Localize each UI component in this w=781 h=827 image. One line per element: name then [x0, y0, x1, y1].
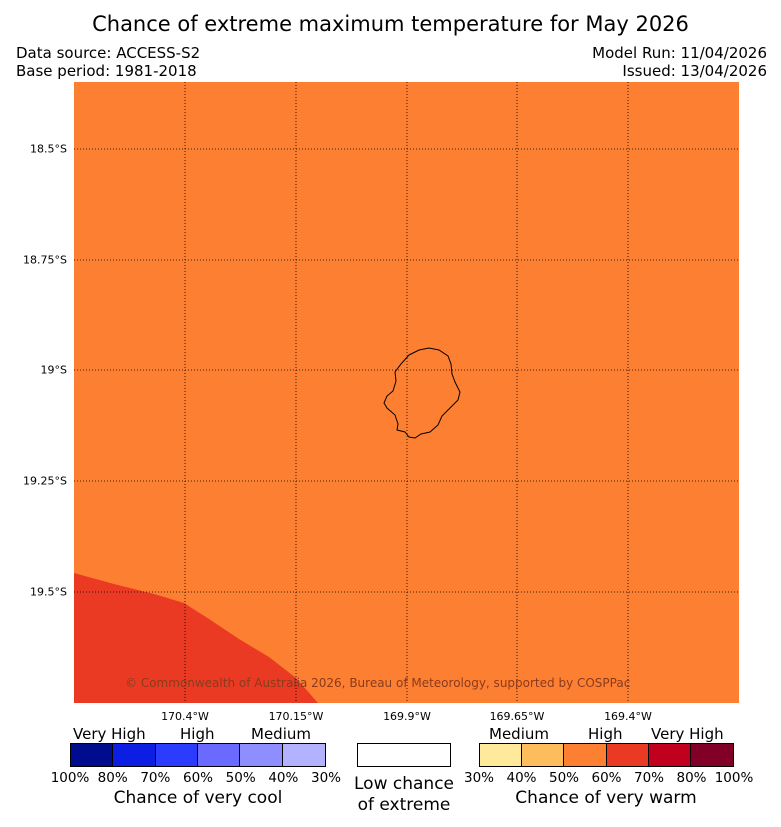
- lon-label-170.15W: 170.15°W: [268, 710, 324, 723]
- lon-label-169.9W: 169.9°W: [383, 710, 431, 723]
- cool-percent-label: 80%: [97, 770, 128, 786]
- cool-percent-label: 50%: [225, 770, 256, 786]
- extreme-region-60-70: [74, 573, 318, 703]
- map: © Commonwealth of Australia 2026, Bureau…: [74, 82, 739, 703]
- warm-category-high: High: [588, 725, 623, 743]
- neutral-legend-label: Low chance of extreme: [354, 774, 454, 816]
- cool-swatch-5: [282, 744, 325, 766]
- warm-category-very-high: Very High: [651, 725, 724, 743]
- meta-right: Model Run: 11/04/2026 Issued: 13/04/2026: [592, 44, 767, 80]
- warm-percent-label: 80%: [676, 770, 707, 786]
- cool-swatch-2: [155, 744, 198, 766]
- warm-percent-label: 50%: [548, 770, 580, 786]
- cool-swatch-3: [197, 744, 241, 766]
- copyright-text: © Commonwealth of Australia 2026, Bureau…: [125, 676, 630, 690]
- warm-percent-label: 60%: [591, 770, 622, 786]
- lon-label-169.4W: 169.4°W: [604, 710, 652, 723]
- lat-label-18.75S: 18.75°S: [23, 253, 67, 267]
- warm-swatch-4: [648, 744, 691, 766]
- warm-legend-bar: [479, 743, 734, 767]
- map-background: [74, 82, 739, 703]
- warm-percent-label: 30%: [463, 770, 495, 786]
- warm-swatch-3: [606, 744, 649, 766]
- neutral-label-line2: of extreme: [357, 795, 451, 815]
- base-period: Base period: 1981-2018: [16, 62, 197, 80]
- warm-swatch-1: [522, 744, 565, 766]
- warm-swatch-0: [480, 744, 523, 766]
- island-coastline: [383, 347, 461, 439]
- warm-swatch-5: [690, 744, 734, 766]
- neutral-label-line1: Low chance: [354, 774, 454, 794]
- cool-percent-label: 70%: [140, 770, 171, 786]
- chart-title: Chance of extreme maximum temperature fo…: [92, 12, 689, 36]
- cool-swatch-4: [240, 744, 283, 766]
- cool-legend-bar: [70, 743, 326, 767]
- lat-label-18.5S: 18.5°S: [30, 142, 67, 156]
- warm-category-medium: Medium: [489, 725, 549, 743]
- warm-percent-label: 40%: [506, 770, 537, 786]
- lon-label-169.65W: 169.65°W: [489, 710, 545, 723]
- model-run: Model Run: 11/04/2026: [592, 44, 767, 62]
- meta-left: Data source: ACCESS-S2 Base period: 1981…: [16, 44, 200, 80]
- neutral-legend-box: [357, 743, 451, 767]
- cool-swatch-0: [71, 744, 114, 766]
- issued-date: Issued: 13/04/2026: [622, 62, 767, 80]
- warm-swatch-2: [564, 744, 607, 766]
- cool-percent-label: 60%: [182, 770, 214, 786]
- cool-percent-label: 30%: [310, 770, 342, 786]
- cool-percent-label: 100%: [50, 770, 90, 786]
- lat-label-19.5S: 19.5°S: [30, 585, 67, 599]
- cool-legend-title: Chance of very cool: [113, 788, 283, 808]
- cool-category-high: High: [180, 725, 215, 743]
- warm-percent-label: 100%: [714, 770, 754, 786]
- lon-label-170.4W: 170.4°W: [161, 710, 209, 723]
- cool-percent-label: 40%: [268, 770, 299, 786]
- cool-category-very-high: Very High: [73, 725, 146, 743]
- lat-label-19S: 19°S: [40, 363, 67, 377]
- cool-swatch-1: [113, 744, 156, 766]
- data-source: Data source: ACCESS-S2: [16, 44, 201, 62]
- warm-legend-title: Chance of very warm: [515, 788, 697, 808]
- lat-label-19.25S: 19.25°S: [23, 474, 67, 488]
- cool-category-medium: Medium: [251, 725, 311, 743]
- warm-percent-label: 70%: [633, 770, 665, 786]
